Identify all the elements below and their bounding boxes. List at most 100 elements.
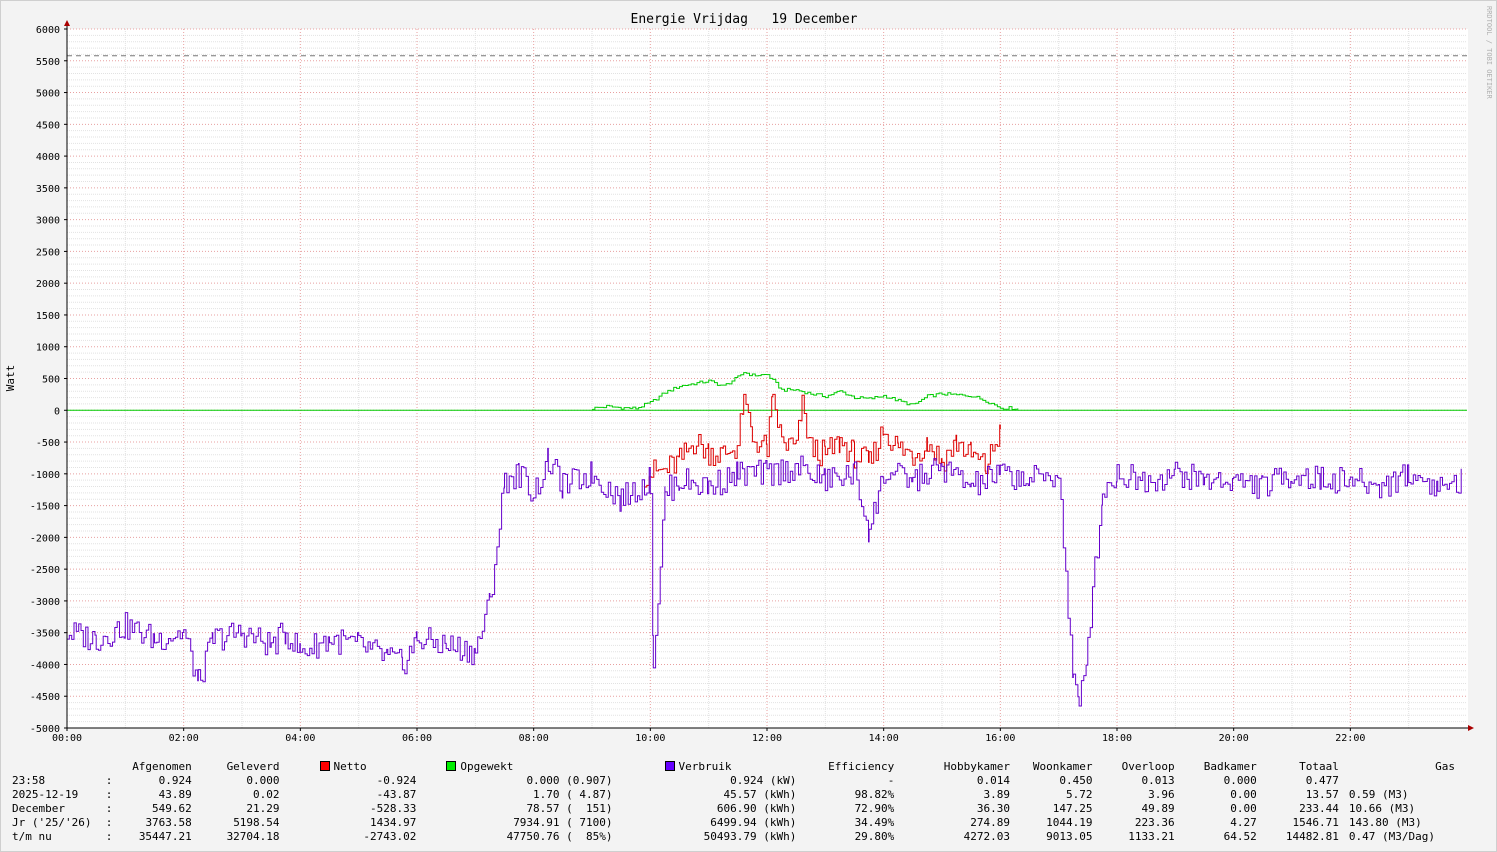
y-axis-ticks: 6000550050004500400035003000250020001500… bbox=[30, 25, 67, 735]
stats-cell: Jr ('25/'26) bbox=[12, 816, 92, 829]
stats-cell: 98.82% bbox=[854, 788, 895, 801]
stats-row: 23:58: 0.924 0.000 -0.924 0.000 (0.907) 0.924… bbox=[12, 774, 1497, 788]
x-tick-label: 08:00 bbox=[519, 733, 549, 744]
stats-cell: 0.00 bbox=[1230, 802, 1257, 815]
stats-cell: 43.89 bbox=[158, 788, 192, 801]
stats-cell: 0.47 (M3/Dag) bbox=[1348, 830, 1435, 843]
stats-cell: 72.90% bbox=[854, 802, 895, 815]
stats-table: Afgenomen Geleverd Netto Opgewekt Verbruik Ef… bbox=[12, 760, 1497, 844]
stats-cell: 35447.21 bbox=[138, 830, 192, 843]
x-tick-label: 12:00 bbox=[752, 733, 782, 744]
stats-cell: 64.52 bbox=[1223, 830, 1257, 843]
stats-header-label: Hobbykamer bbox=[943, 760, 1011, 773]
stats-cell: : bbox=[105, 802, 113, 815]
chart-title: Energie Vrijdag 19 December bbox=[631, 12, 858, 27]
stats-cell: 1546.71 bbox=[1292, 816, 1339, 829]
stats-body: 23:58: 0.924 0.000 -0.924 0.000 (0.907) 0.924… bbox=[12, 774, 1497, 844]
stats-header-label: Verbruik bbox=[678, 760, 732, 773]
stats-cell: 2025-12-19 bbox=[12, 788, 79, 801]
stats-cell: 5.72 bbox=[1066, 788, 1093, 801]
stats-cell: 0.000 bbox=[246, 774, 280, 787]
stats-cell: 0.450 bbox=[1059, 774, 1093, 787]
y-tick-label: 2000 bbox=[36, 279, 60, 290]
legend-swatch-netto bbox=[319, 761, 330, 771]
y-tick-label: 1000 bbox=[36, 343, 60, 354]
series-line-opgewekt bbox=[592, 372, 1019, 410]
stats-header-cell bbox=[12, 760, 99, 774]
x-tick-label: 04:00 bbox=[285, 733, 315, 744]
stats-cell: : bbox=[105, 816, 113, 829]
stats-cell: 3763.58 bbox=[145, 816, 192, 829]
vendor-watermark: RRDTOOL / TOBI OETIKER bbox=[1485, 6, 1493, 100]
x-axis-arrow bbox=[1468, 725, 1474, 731]
stats-cell: -0.924 bbox=[376, 774, 417, 787]
stats-cell bbox=[1339, 774, 1497, 788]
x-tick-label: 22:00 bbox=[1335, 733, 1365, 744]
x-tick-label: 00:00 bbox=[52, 733, 82, 744]
stats-cell: December bbox=[12, 802, 65, 815]
y-tick-label: -1500 bbox=[30, 502, 60, 513]
stats-cell: 4.27 bbox=[1230, 816, 1257, 829]
stats-header-label: Afgenomen bbox=[132, 760, 192, 773]
stats-cell: 10.66 (M3) bbox=[1348, 802, 1416, 815]
x-tick-label: 16:00 bbox=[985, 733, 1015, 744]
stats-cell: 274.89 bbox=[970, 816, 1011, 829]
legend-swatch-verbruik bbox=[664, 761, 675, 771]
y-tick-label: -3000 bbox=[30, 597, 60, 608]
stats-header-row: Afgenomen Geleverd Netto Opgewekt Verbruik Ef… bbox=[12, 760, 1497, 774]
x-axis-ticks: 00:00 02:00 04:00 06:00 08:00 10:00 12:00 14:00… bbox=[52, 728, 1365, 744]
y-tick-label: -3500 bbox=[30, 629, 60, 640]
stats-header-cell: Opgewekt bbox=[416, 760, 612, 774]
stats-cell: 9013.05 bbox=[1046, 830, 1093, 843]
stats-cell: 32704.18 bbox=[226, 830, 280, 843]
x-tick-label: 14:00 bbox=[869, 733, 899, 744]
y-tick-label: 3000 bbox=[36, 216, 60, 227]
stats-cell: 5198.54 bbox=[233, 816, 280, 829]
stats-cell: : bbox=[105, 774, 113, 787]
stats-cell: 0.000 bbox=[1223, 774, 1257, 787]
stats-cell: 34.49% bbox=[854, 816, 895, 829]
stats-cell: 0.00 bbox=[1230, 788, 1257, 801]
stats-cell: 549.62 bbox=[152, 802, 192, 815]
stats-header-label: Badkamer bbox=[1203, 760, 1257, 773]
stats-cell: 143.80 (M3) bbox=[1348, 816, 1422, 829]
stats-cell: 4272.03 bbox=[963, 830, 1011, 843]
stats-header-cell: Geleverd bbox=[192, 760, 280, 774]
stats-cell: 606.90 (kWh) bbox=[716, 802, 797, 815]
stats-header-cell: Efficiency bbox=[796, 760, 908, 774]
stats-cell: 23:58 bbox=[12, 774, 46, 787]
y-tick-label: 2500 bbox=[36, 247, 60, 258]
stats-cell: 21.29 bbox=[246, 802, 280, 815]
stats-row: t/m nu: 35447.21 32704.18 -2743.02 47750.76 … bbox=[12, 830, 1497, 844]
series-line-verbruik bbox=[67, 447, 1462, 707]
stats-cell: 6499.94 (kWh) bbox=[710, 816, 797, 829]
stats-cell: 223.36 bbox=[1134, 816, 1175, 829]
stats-cell: 50493.79 (kWh) bbox=[703, 830, 797, 843]
stats-cell: 7934.91 ( 7100) bbox=[513, 816, 613, 829]
stats-header-cell: Badkamer bbox=[1175, 760, 1257, 774]
stats-row: 2025-12-19: 43.89 0.02 -43.87 1.70 ( 4.87) 45… bbox=[12, 788, 1497, 802]
stats-header-label: Efficiency bbox=[828, 760, 895, 773]
x-tick-label: 02:00 bbox=[169, 733, 199, 744]
series-line-netto bbox=[644, 393, 1001, 488]
vendor-text: RRDTOOL / TOBI OETIKER bbox=[1485, 6, 1493, 100]
y-tick-label: -4000 bbox=[30, 660, 60, 671]
stats-header-cell: Afgenomen bbox=[119, 760, 192, 774]
y-tick-label: -2500 bbox=[30, 565, 60, 576]
legend-swatch-opgewekt bbox=[446, 761, 457, 771]
stats-cell: 14482.81 bbox=[1285, 830, 1339, 843]
stats-cell: 29.80% bbox=[854, 830, 895, 843]
y-tick-label: 1500 bbox=[36, 311, 60, 322]
stats-cell: : bbox=[105, 830, 113, 843]
stats-cell: -2743.02 bbox=[363, 830, 417, 843]
stats-cell: 49.89 bbox=[1141, 802, 1175, 815]
stats-cell: 3.89 bbox=[983, 788, 1011, 801]
stats-cell: 78.57 ( 151) bbox=[526, 802, 613, 815]
stats-cell: 147.25 bbox=[1052, 802, 1093, 815]
y-tick-label: 0 bbox=[54, 406, 60, 417]
x-tick-label: 20:00 bbox=[1219, 733, 1249, 744]
stats-cell: 1044.19 bbox=[1046, 816, 1093, 829]
stats-cell: -528.33 bbox=[369, 802, 417, 815]
stats-cell: 0.59 (M3) bbox=[1348, 788, 1409, 801]
stats-cell: 0.02 bbox=[253, 788, 280, 801]
